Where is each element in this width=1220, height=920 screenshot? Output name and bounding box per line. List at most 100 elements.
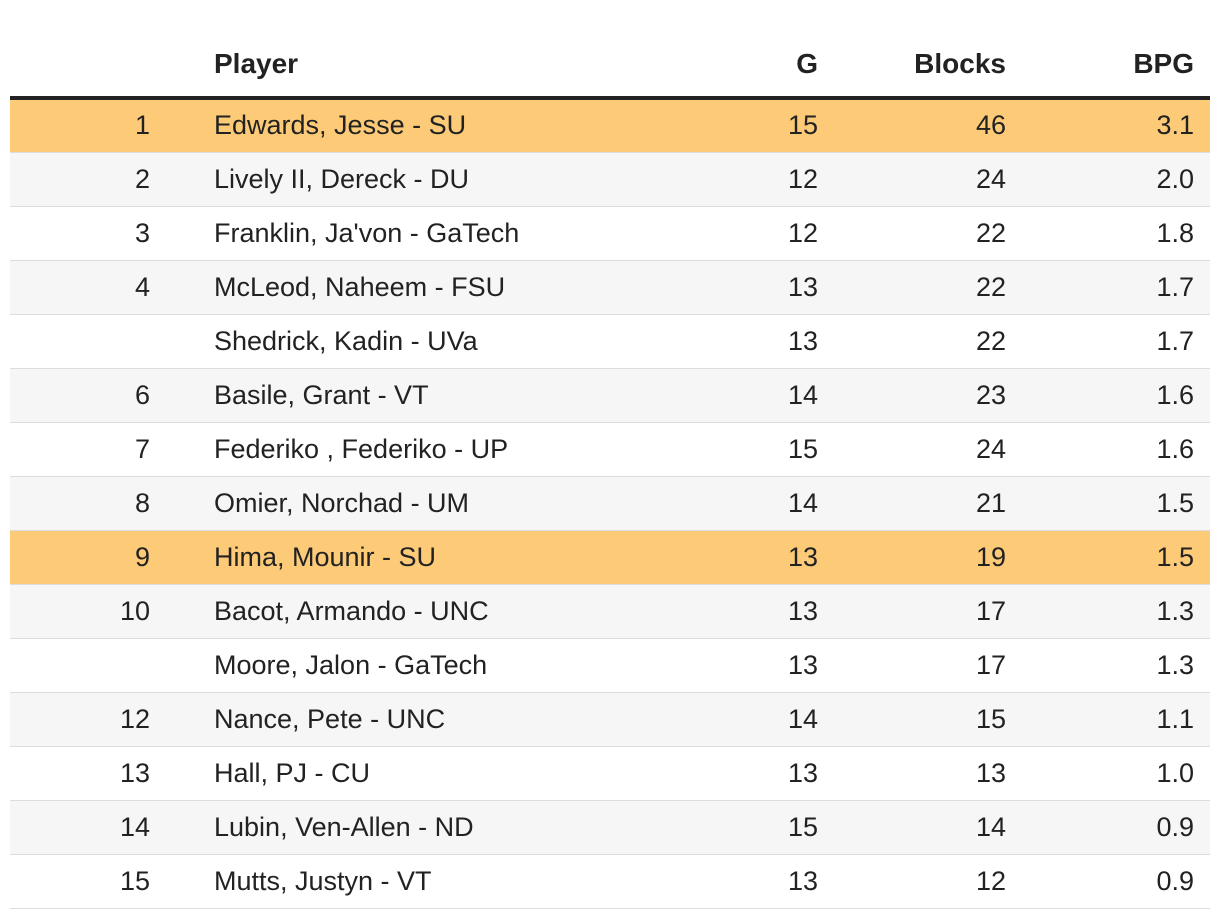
- table-row: Moore, Jalon - GaTech 13 17 1.3: [10, 638, 1210, 693]
- bpg-cell: 2.0: [1022, 152, 1210, 207]
- table-row: 15 Mutts, Justyn - VT 13 12 0.9: [10, 854, 1210, 909]
- table-row: 9 Hima, Mounir - SU 13 19 1.5: [10, 530, 1210, 585]
- player-cell: Bacot, Armando - UNC: [166, 584, 666, 639]
- table-row: 7 Federiko , Federiko - UP 15 24 1.6: [10, 422, 1210, 477]
- bpg-cell: 1.0: [1022, 746, 1210, 801]
- blocks-cell: 24: [834, 152, 1022, 207]
- table-row: 10 Bacot, Armando - UNC 13 17 1.3: [10, 584, 1210, 639]
- bpg-cell: 1.6: [1022, 368, 1210, 423]
- games-cell: 15: [666, 98, 834, 153]
- bpg-cell: 1.6: [1022, 422, 1210, 477]
- rank-cell: [10, 314, 166, 369]
- table-row: 12 Nance, Pete - UNC 14 15 1.1: [10, 692, 1210, 747]
- blocks-cell: 23: [834, 368, 1022, 423]
- player-cell: Federiko , Federiko - UP: [166, 422, 666, 477]
- table-row: 2 Lively II, Dereck - DU 12 24 2.0: [10, 152, 1210, 207]
- bpg-cell: 0.9: [1022, 800, 1210, 855]
- bpg-cell: 1.1: [1022, 692, 1210, 747]
- blocks-cell: 24: [834, 422, 1022, 477]
- games-cell: 15: [666, 422, 834, 477]
- games-cell: 14: [666, 368, 834, 423]
- header-rank[interactable]: [10, 0, 166, 100]
- blocks-cell: 46: [834, 98, 1022, 153]
- header-row: Player G Blocks BPG: [10, 0, 1210, 100]
- player-cell: Edwards, Jesse - SU: [166, 98, 666, 153]
- rank-cell: 6: [10, 368, 166, 423]
- blocks-cell: 19: [834, 530, 1022, 585]
- header-player[interactable]: Player: [166, 0, 666, 100]
- rank-cell: 2: [10, 152, 166, 207]
- games-cell: 15: [666, 800, 834, 855]
- bpg-cell: 1.8: [1022, 206, 1210, 261]
- header-games[interactable]: G: [666, 0, 834, 100]
- rank-cell: 15: [10, 854, 166, 909]
- rank-cell: 13: [10, 746, 166, 801]
- header-blocks[interactable]: Blocks: [834, 0, 1022, 100]
- games-cell: 13: [666, 260, 834, 315]
- blocks-cell: 13: [834, 746, 1022, 801]
- games-cell: 12: [666, 152, 834, 207]
- bpg-cell: 1.7: [1022, 260, 1210, 315]
- rank-cell: 4: [10, 260, 166, 315]
- bpg-cell: 1.5: [1022, 476, 1210, 531]
- rank-cell: 8: [10, 476, 166, 531]
- bpg-cell: 1.3: [1022, 638, 1210, 693]
- bpg-cell: 1.7: [1022, 314, 1210, 369]
- player-cell: Lively II, Dereck - DU: [166, 152, 666, 207]
- blocks-cell: 17: [834, 584, 1022, 639]
- player-cell: Mutts, Justyn - VT: [166, 854, 666, 909]
- table-body: 1 Edwards, Jesse - SU 15 46 3.1 2 Lively II, D…: [10, 98, 1210, 909]
- player-cell: Hima, Mounir - SU: [166, 530, 666, 585]
- leaders-table-container: Player G Blocks BPG 1 Edwards, Jesse - SU…: [10, 0, 1210, 909]
- rank-cell: 12: [10, 692, 166, 747]
- games-cell: 13: [666, 746, 834, 801]
- table-row: 8 Omier, Norchad - UM 14 21 1.5: [10, 476, 1210, 531]
- bpg-cell: 1.3: [1022, 584, 1210, 639]
- games-cell: 14: [666, 476, 834, 531]
- games-cell: 14: [666, 692, 834, 747]
- rank-cell: 9: [10, 530, 166, 585]
- player-cell: Shedrick, Kadin - UVa: [166, 314, 666, 369]
- player-cell: McLeod, Naheem - FSU: [166, 260, 666, 315]
- rank-cell: 3: [10, 206, 166, 261]
- player-cell: Moore, Jalon - GaTech: [166, 638, 666, 693]
- table-row: Shedrick, Kadin - UVa 13 22 1.7: [10, 314, 1210, 369]
- player-cell: Franklin, Ja'von - GaTech: [166, 206, 666, 261]
- games-cell: 13: [666, 638, 834, 693]
- rank-cell: 1: [10, 98, 166, 153]
- rank-cell: 7: [10, 422, 166, 477]
- player-cell: Omier, Norchad - UM: [166, 476, 666, 531]
- table-row: 4 McLeod, Naheem - FSU 13 22 1.7: [10, 260, 1210, 315]
- blocks-cell: 22: [834, 206, 1022, 261]
- rank-cell: [10, 638, 166, 693]
- table-row: 6 Basile, Grant - VT 14 23 1.6: [10, 368, 1210, 423]
- blocks-cell: 22: [834, 260, 1022, 315]
- blocks-leaders-table: Player G Blocks BPG 1 Edwards, Jesse - SU…: [10, 0, 1210, 909]
- blocks-cell: 22: [834, 314, 1022, 369]
- bpg-cell: 3.1: [1022, 98, 1210, 153]
- header-bpg[interactable]: BPG: [1022, 0, 1210, 100]
- player-cell: Basile, Grant - VT: [166, 368, 666, 423]
- table-row: 1 Edwards, Jesse - SU 15 46 3.1: [10, 98, 1210, 153]
- blocks-cell: 12: [834, 854, 1022, 909]
- blocks-cell: 14: [834, 800, 1022, 855]
- table-header: Player G Blocks BPG: [10, 0, 1210, 100]
- games-cell: 12: [666, 206, 834, 261]
- games-cell: 13: [666, 584, 834, 639]
- table-row: 3 Franklin, Ja'von - GaTech 12 22 1.8: [10, 206, 1210, 261]
- games-cell: 13: [666, 530, 834, 585]
- games-cell: 13: [666, 314, 834, 369]
- rank-cell: 10: [10, 584, 166, 639]
- blocks-cell: 15: [834, 692, 1022, 747]
- bpg-cell: 0.9: [1022, 854, 1210, 909]
- blocks-cell: 17: [834, 638, 1022, 693]
- bpg-cell: 1.5: [1022, 530, 1210, 585]
- player-cell: Hall, PJ - CU: [166, 746, 666, 801]
- table-row: 14 Lubin, Ven-Allen - ND 15 14 0.9: [10, 800, 1210, 855]
- table-row: 13 Hall, PJ - CU 13 13 1.0: [10, 746, 1210, 801]
- blocks-cell: 21: [834, 476, 1022, 531]
- player-cell: Nance, Pete - UNC: [166, 692, 666, 747]
- player-cell: Lubin, Ven-Allen - ND: [166, 800, 666, 855]
- rank-cell: 14: [10, 800, 166, 855]
- games-cell: 13: [666, 854, 834, 909]
